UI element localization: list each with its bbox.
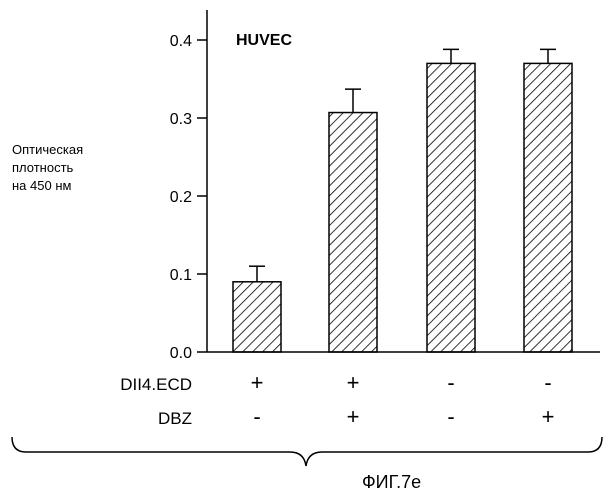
condition-sign: + — [347, 370, 360, 395]
y-tick-label: 0.2 — [170, 189, 192, 206]
condition-table: DII4.ECD + + - - DBZ - + - + — [120, 370, 554, 429]
bar-3 — [427, 63, 475, 352]
chart-title: HUVEC — [236, 32, 292, 49]
group-bracket — [12, 437, 602, 466]
bars-group — [233, 49, 572, 352]
y-axis-label-line-1: Оптическая — [12, 142, 83, 157]
y-tick-label: 0.0 — [170, 345, 192, 362]
bar-1 — [233, 282, 281, 352]
condition-sign: + — [347, 404, 360, 429]
figure-caption: ФИГ.7е — [362, 472, 421, 492]
y-tick-label: 0.4 — [170, 33, 192, 50]
condition-sign: + — [251, 370, 264, 395]
condition-label: DBZ — [158, 409, 192, 428]
condition-sign: - — [447, 370, 454, 395]
y-axis-label-line-3: на 450 нм — [12, 178, 72, 193]
y-axis-label-line-2: плотность — [12, 160, 74, 175]
bar-4 — [524, 63, 572, 352]
y-axis-ticks: 0.0 0.1 0.2 0.3 0.4 — [170, 33, 207, 362]
condition-sign: - — [544, 370, 551, 395]
condition-sign: + — [542, 404, 555, 429]
y-tick-label: 0.3 — [170, 111, 192, 128]
condition-sign: - — [447, 404, 454, 429]
condition-label: DII4.ECD — [120, 375, 192, 394]
y-tick-label: 0.1 — [170, 267, 192, 284]
condition-sign: - — [253, 404, 260, 429]
bar-2 — [329, 113, 377, 352]
